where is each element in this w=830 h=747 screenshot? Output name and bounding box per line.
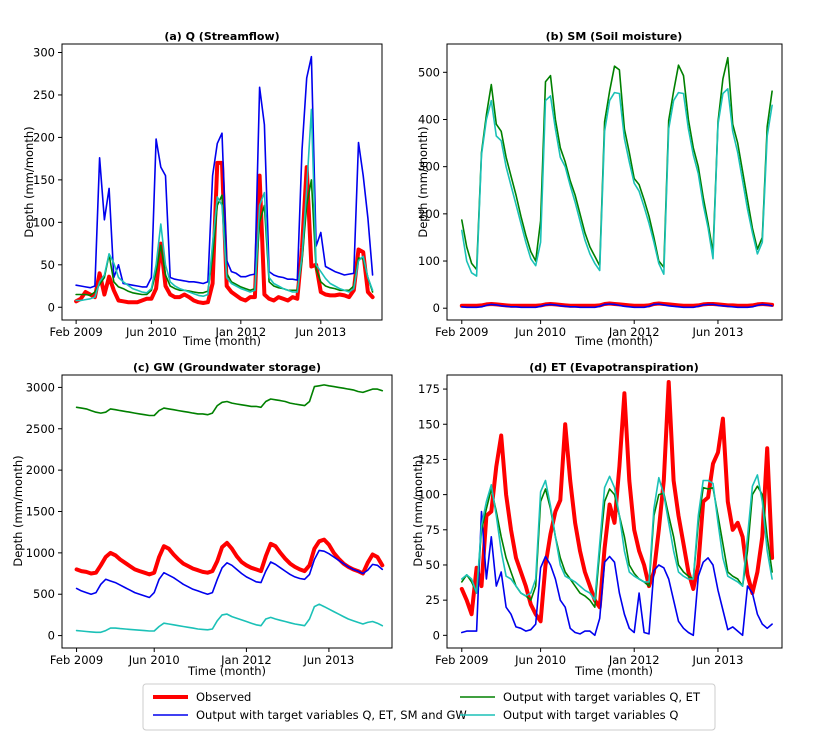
legend-label-observed: Observed <box>196 690 251 704</box>
y-tick-label: 400 <box>418 112 440 126</box>
panel-groundwater: (c) GW (Groundwater storage) Time (month… <box>11 361 393 678</box>
series-lines <box>459 380 775 637</box>
legend-label-all-vars: Output with target variables Q, ET, SM a… <box>196 708 467 722</box>
ticks: Feb 2009 Jun 2010 Jan 2012 Jun 2013 0 25 50 75 1… <box>418 382 743 667</box>
panel-title: (c) GW (Groundwater storage) <box>133 361 321 374</box>
y-tick-label: 2000 <box>26 463 55 477</box>
axes-frame <box>61 374 393 649</box>
y-tick-label: 150 <box>418 417 440 431</box>
series-line-q-only <box>460 474 773 602</box>
axes-frame <box>61 43 383 321</box>
x-axis-label: Time (month) <box>182 334 261 348</box>
ticks: Feb 2009 Jun 2010 Jan 2012 Jun 2013 0 100 200 3… <box>418 65 743 339</box>
y-tick-label: 50 <box>40 258 55 272</box>
x-tick-label: Jun 2010 <box>514 325 566 339</box>
y-tick-label: 200 <box>418 207 440 221</box>
series-line-all-vars <box>75 549 384 599</box>
y-tick-label: 3000 <box>26 380 55 394</box>
y-tick-label: 1500 <box>26 505 55 519</box>
x-tick-label: Feb 2009 <box>435 325 488 339</box>
x-tick-label: Jan 2012 <box>220 653 272 667</box>
y-tick-label: 100 <box>418 488 440 502</box>
panel-streamflow: (a) Q (Streamflow) Time (month) Depth (m… <box>22 30 383 348</box>
legend-label-q-et: Output with target variables Q, ET <box>503 690 701 704</box>
y-tick-label: 500 <box>418 65 440 79</box>
ticks: Feb 2009 Jun 2010 Jan 2012 Jun 2013 0 500 1000… <box>26 380 355 667</box>
series-line-q-et <box>75 384 384 417</box>
x-tick-label: Jun 2013 <box>692 325 744 339</box>
series-lines <box>74 384 385 634</box>
y-tick-label: 300 <box>33 45 55 59</box>
y-tick-label: 175 <box>418 382 440 396</box>
panel-title: (a) Q (Streamflow) <box>164 30 279 43</box>
y-tick-label: 0 <box>433 301 440 315</box>
y-tick-label: 2500 <box>26 422 55 436</box>
legend-frame <box>142 683 716 731</box>
legend: Observed Output with target variables Q,… <box>142 683 716 731</box>
series-line-q-only <box>460 88 773 277</box>
x-axis-label: Time (month) <box>574 664 653 678</box>
series-line-q-et <box>460 56 773 271</box>
legend-label-q-only: Output with target variables Q <box>503 708 678 722</box>
x-tick-label: Feb 2009 <box>435 653 488 667</box>
panel-title: (b) SM (Soil moisture) <box>546 30 683 43</box>
y-tick-label: 50 <box>425 558 440 572</box>
series-line-observed <box>459 380 775 624</box>
x-tick-label: Jun 2013 <box>302 653 354 667</box>
x-tick-label: Jun 2013 <box>692 653 744 667</box>
y-tick-label: 0 <box>433 628 440 642</box>
panel-title: (d) ET (Evapotranspiration) <box>529 361 699 374</box>
y-axis-label: Depth (mm/month) <box>411 455 425 566</box>
y-tick-label: 250 <box>33 88 55 102</box>
series-line-observed <box>74 537 385 577</box>
x-axis-label: Time (month) <box>574 334 653 348</box>
y-tick-label: 1000 <box>26 546 55 560</box>
y-tick-label: 100 <box>418 254 440 268</box>
y-tick-label: 0 <box>48 300 55 314</box>
x-tick-label: Jun 2013 <box>294 325 346 339</box>
y-tick-label: 0 <box>48 629 55 643</box>
y-axis-label: Depth (mm/month) <box>22 126 36 237</box>
panel-evapotranspiration: (d) ET (Evapotranspiration) Time (month)… <box>411 361 783 678</box>
y-tick-label: 200 <box>33 130 55 144</box>
axes-frame <box>446 374 783 649</box>
y-tick-label: 300 <box>418 160 440 174</box>
series-lines <box>459 56 775 309</box>
y-axis-label: Depth (mm/month) <box>11 455 25 566</box>
y-tick-label: 25 <box>425 593 440 607</box>
x-tick-label: Jun 2010 <box>128 653 180 667</box>
y-tick-label: 500 <box>33 587 55 601</box>
x-tick-label: Jan 2012 <box>608 325 660 339</box>
y-tick-label: 150 <box>33 173 55 187</box>
axes-frame <box>446 43 783 321</box>
ticks: Feb 2009 Jun 2010 Jan 2012 Jun 2013 0 50 100 15… <box>33 45 346 339</box>
y-tick-label: 75 <box>425 523 440 537</box>
y-tick-label: 100 <box>33 215 55 229</box>
series-line-q-only <box>75 603 384 634</box>
series-line-all-vars <box>460 510 773 637</box>
panel-soil-moisture: (b) SM (Soil moisture) Time (month) Dept… <box>416 30 783 348</box>
x-tick-label: Jun 2010 <box>514 653 566 667</box>
x-tick-label: Feb 2009 <box>49 325 102 339</box>
x-tick-label: Jun 2010 <box>125 325 177 339</box>
x-tick-label: Jan 2012 <box>608 653 660 667</box>
y-axis-label: Depth (mm/month) <box>416 126 430 237</box>
y-tick-label: 125 <box>418 452 440 466</box>
x-axis-label: Time (month) <box>187 664 266 678</box>
series-line-all-vars <box>460 303 773 309</box>
x-tick-label: Jan 2012 <box>214 325 266 339</box>
series-line-q-only <box>75 108 374 302</box>
series-lines <box>74 55 375 305</box>
x-tick-label: Feb 2009 <box>50 653 103 667</box>
